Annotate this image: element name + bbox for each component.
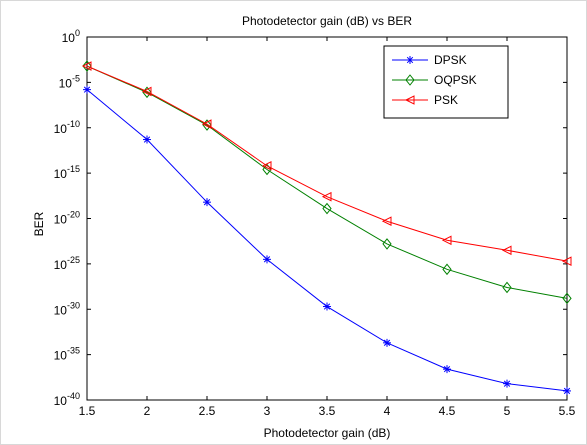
data-point-psk	[261, 161, 272, 171]
y-tick-exponent: -25	[67, 255, 80, 265]
y-tick-label: 10-5	[59, 73, 80, 90]
y-tick-exponent: -35	[67, 346, 80, 356]
series-dpsk	[83, 85, 571, 395]
y-tick-base: 10	[54, 213, 68, 227]
y-tick-base: 10	[54, 258, 68, 272]
marker-stroke	[443, 365, 451, 373]
data-point-oqpsk	[442, 263, 452, 276]
x-tick-label: 1.5	[79, 404, 96, 418]
marker-stroke	[203, 199, 211, 206]
data-point-oqpsk	[82, 60, 92, 72]
x-tick-label: 2.5	[199, 404, 216, 418]
marker-stroke	[323, 303, 331, 310]
legend-box	[383, 45, 509, 119]
x-tick-label: 4	[384, 404, 391, 418]
data-point-psk	[441, 235, 452, 246]
y-tick-exponent: -30	[67, 300, 80, 310]
data-point-dpsk	[323, 302, 331, 311]
marker-stroke	[83, 86, 91, 93]
marker-stroke	[406, 56, 414, 64]
data-point-oqpsk	[562, 292, 572, 305]
y-tick-label: 10-20	[54, 210, 80, 227]
x-axis-label: Photodetector gain (dB)	[264, 426, 391, 440]
marker-stroke	[563, 387, 571, 395]
legend-item-dpsk: DPSK	[392, 53, 467, 67]
y-tick-base: 10	[54, 394, 68, 408]
legend-marker	[404, 95, 415, 105]
x-tick-label: 3	[264, 404, 271, 418]
y-tick-label: 10-25	[54, 255, 80, 272]
legend-label: DPSK	[434, 53, 467, 67]
y-tick-base: 10	[54, 167, 68, 181]
data-point-dpsk	[383, 338, 391, 347]
series-line-psk	[86, 65, 568, 262]
data-point-oqpsk	[382, 238, 392, 250]
x-tick-label: 3.5	[319, 404, 336, 418]
y-tick-base: 10	[62, 31, 76, 45]
data-point-dpsk	[83, 85, 91, 94]
legend-label: OQPSK	[434, 73, 477, 87]
y-tick-exponent: -40	[67, 391, 80, 401]
data-point-oqpsk	[322, 202, 332, 215]
data-point-dpsk	[263, 255, 271, 264]
x-tick-label: 2	[144, 404, 151, 418]
y-tick-exponent: -20	[67, 210, 80, 220]
y-tick-exponent: -10	[67, 119, 80, 129]
marker-stroke	[503, 380, 511, 387]
legend-marker	[405, 74, 415, 86]
y-tick-base: 10	[54, 122, 68, 136]
data-point-psk	[81, 61, 92, 71]
y-tick-base: 10	[54, 349, 68, 363]
y-tick-base: 10	[54, 303, 68, 317]
legend-item-psk: PSK	[392, 93, 458, 107]
data-point-dpsk	[503, 379, 511, 388]
data-point-dpsk	[443, 365, 451, 374]
x-tick-label: 4.5	[439, 404, 456, 418]
data-point-oqpsk	[502, 281, 512, 294]
data-point-psk	[141, 86, 152, 97]
y-axis-label: BER	[32, 211, 46, 236]
y-tick-label: 10-40	[54, 391, 80, 408]
series-layer	[81, 60, 572, 395]
y-tick-label: 10-15	[54, 164, 80, 181]
y-tick-label: 100	[62, 28, 80, 45]
data-point-psk	[501, 245, 512, 256]
data-point-psk	[201, 119, 212, 129]
data-point-dpsk	[563, 386, 571, 395]
data-point-psk	[381, 216, 392, 227]
series-line-oqpsk	[86, 65, 568, 299]
marker-stroke	[383, 339, 391, 346]
data-point-dpsk	[203, 198, 211, 207]
data-point-psk	[321, 191, 332, 202]
x-tick-label: 5	[504, 404, 511, 418]
data-point-psk	[561, 256, 572, 266]
x-tick-label: 5.5	[559, 404, 576, 418]
y-tick-label: 10-30	[54, 300, 80, 317]
y-tick-exponent: 0	[75, 28, 80, 38]
series-psk	[81, 61, 572, 266]
series-oqpsk	[82, 60, 572, 305]
axes: 1.5 2 2.5 3 3.5 4 4.5 5 5.510010-510-1010-1510-2…	[54, 28, 576, 418]
y-tick-label: 10-10	[54, 119, 80, 136]
marker-stroke	[143, 136, 151, 143]
chart-title: Photodetector gain (dB) vs BER	[242, 14, 412, 28]
legend-label: PSK	[434, 93, 458, 107]
data-point-dpsk	[143, 135, 151, 144]
legend: DPSK OQPSK PSK	[383, 45, 509, 119]
marker-stroke	[263, 256, 271, 263]
y-tick-base: 10	[59, 76, 73, 90]
y-tick-label: 10-35	[54, 346, 80, 363]
y-tick-exponent: -5	[72, 73, 80, 83]
data-point-oqpsk	[262, 163, 272, 176]
y-tick-exponent: -15	[67, 164, 80, 174]
legend-marker	[406, 56, 414, 64]
legend-item-oqpsk: OQPSK	[392, 73, 477, 87]
